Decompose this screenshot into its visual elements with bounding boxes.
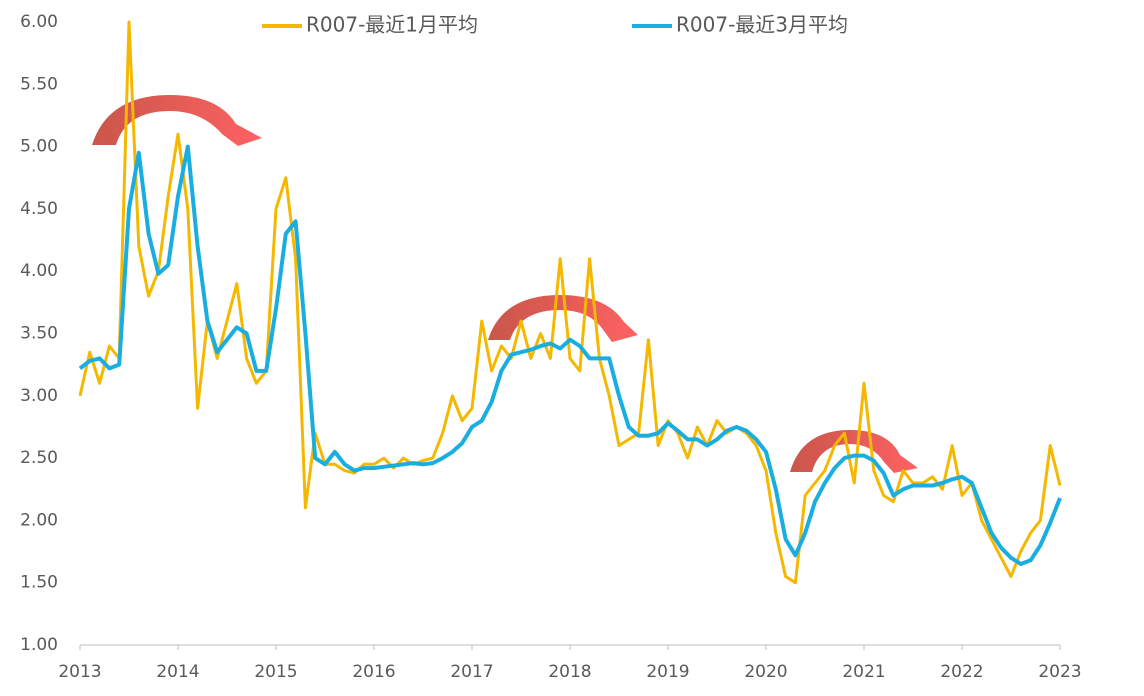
y-tick-label: 4.00: [20, 261, 58, 281]
x-tick-label: 2019: [646, 662, 689, 682]
series-line: [78, 144, 1062, 566]
x-tick-label: 2023: [1038, 662, 1081, 682]
y-tick-label: 2.50: [20, 448, 58, 468]
x-tick-label: 2016: [352, 662, 395, 682]
x-tick-label: 2022: [940, 662, 983, 682]
x-tick-label: 2017: [450, 662, 493, 682]
arrow: [488, 295, 638, 342]
x-tick-label: 2015: [254, 662, 297, 682]
arrow: [92, 95, 262, 146]
legend-label: R007-最近3月平均: [676, 13, 848, 37]
legend-label: R007-最近1月平均: [306, 13, 478, 37]
y-tick-label: 3.00: [20, 386, 58, 406]
y-tick-label: 5.00: [20, 137, 58, 157]
y-tick-label: 6.00: [20, 12, 58, 32]
x-tick-label: 2020: [744, 662, 787, 682]
x-tick-label: 2013: [58, 662, 101, 682]
x-tick-label: 2018: [548, 662, 591, 682]
decor-arrows: [92, 95, 918, 473]
arrow: [790, 430, 918, 473]
y-tick-label: 4.50: [20, 199, 58, 219]
y-tick-label: 1.00: [20, 635, 58, 655]
x-tick-label: 2021: [842, 662, 885, 682]
y-tick-label: 2.00: [20, 510, 58, 530]
x-tick-label: 2014: [156, 662, 199, 682]
y-tick-label: 5.50: [20, 74, 58, 94]
y-tick-label: 3.50: [20, 324, 58, 344]
y-tick-label: 1.50: [20, 573, 58, 593]
